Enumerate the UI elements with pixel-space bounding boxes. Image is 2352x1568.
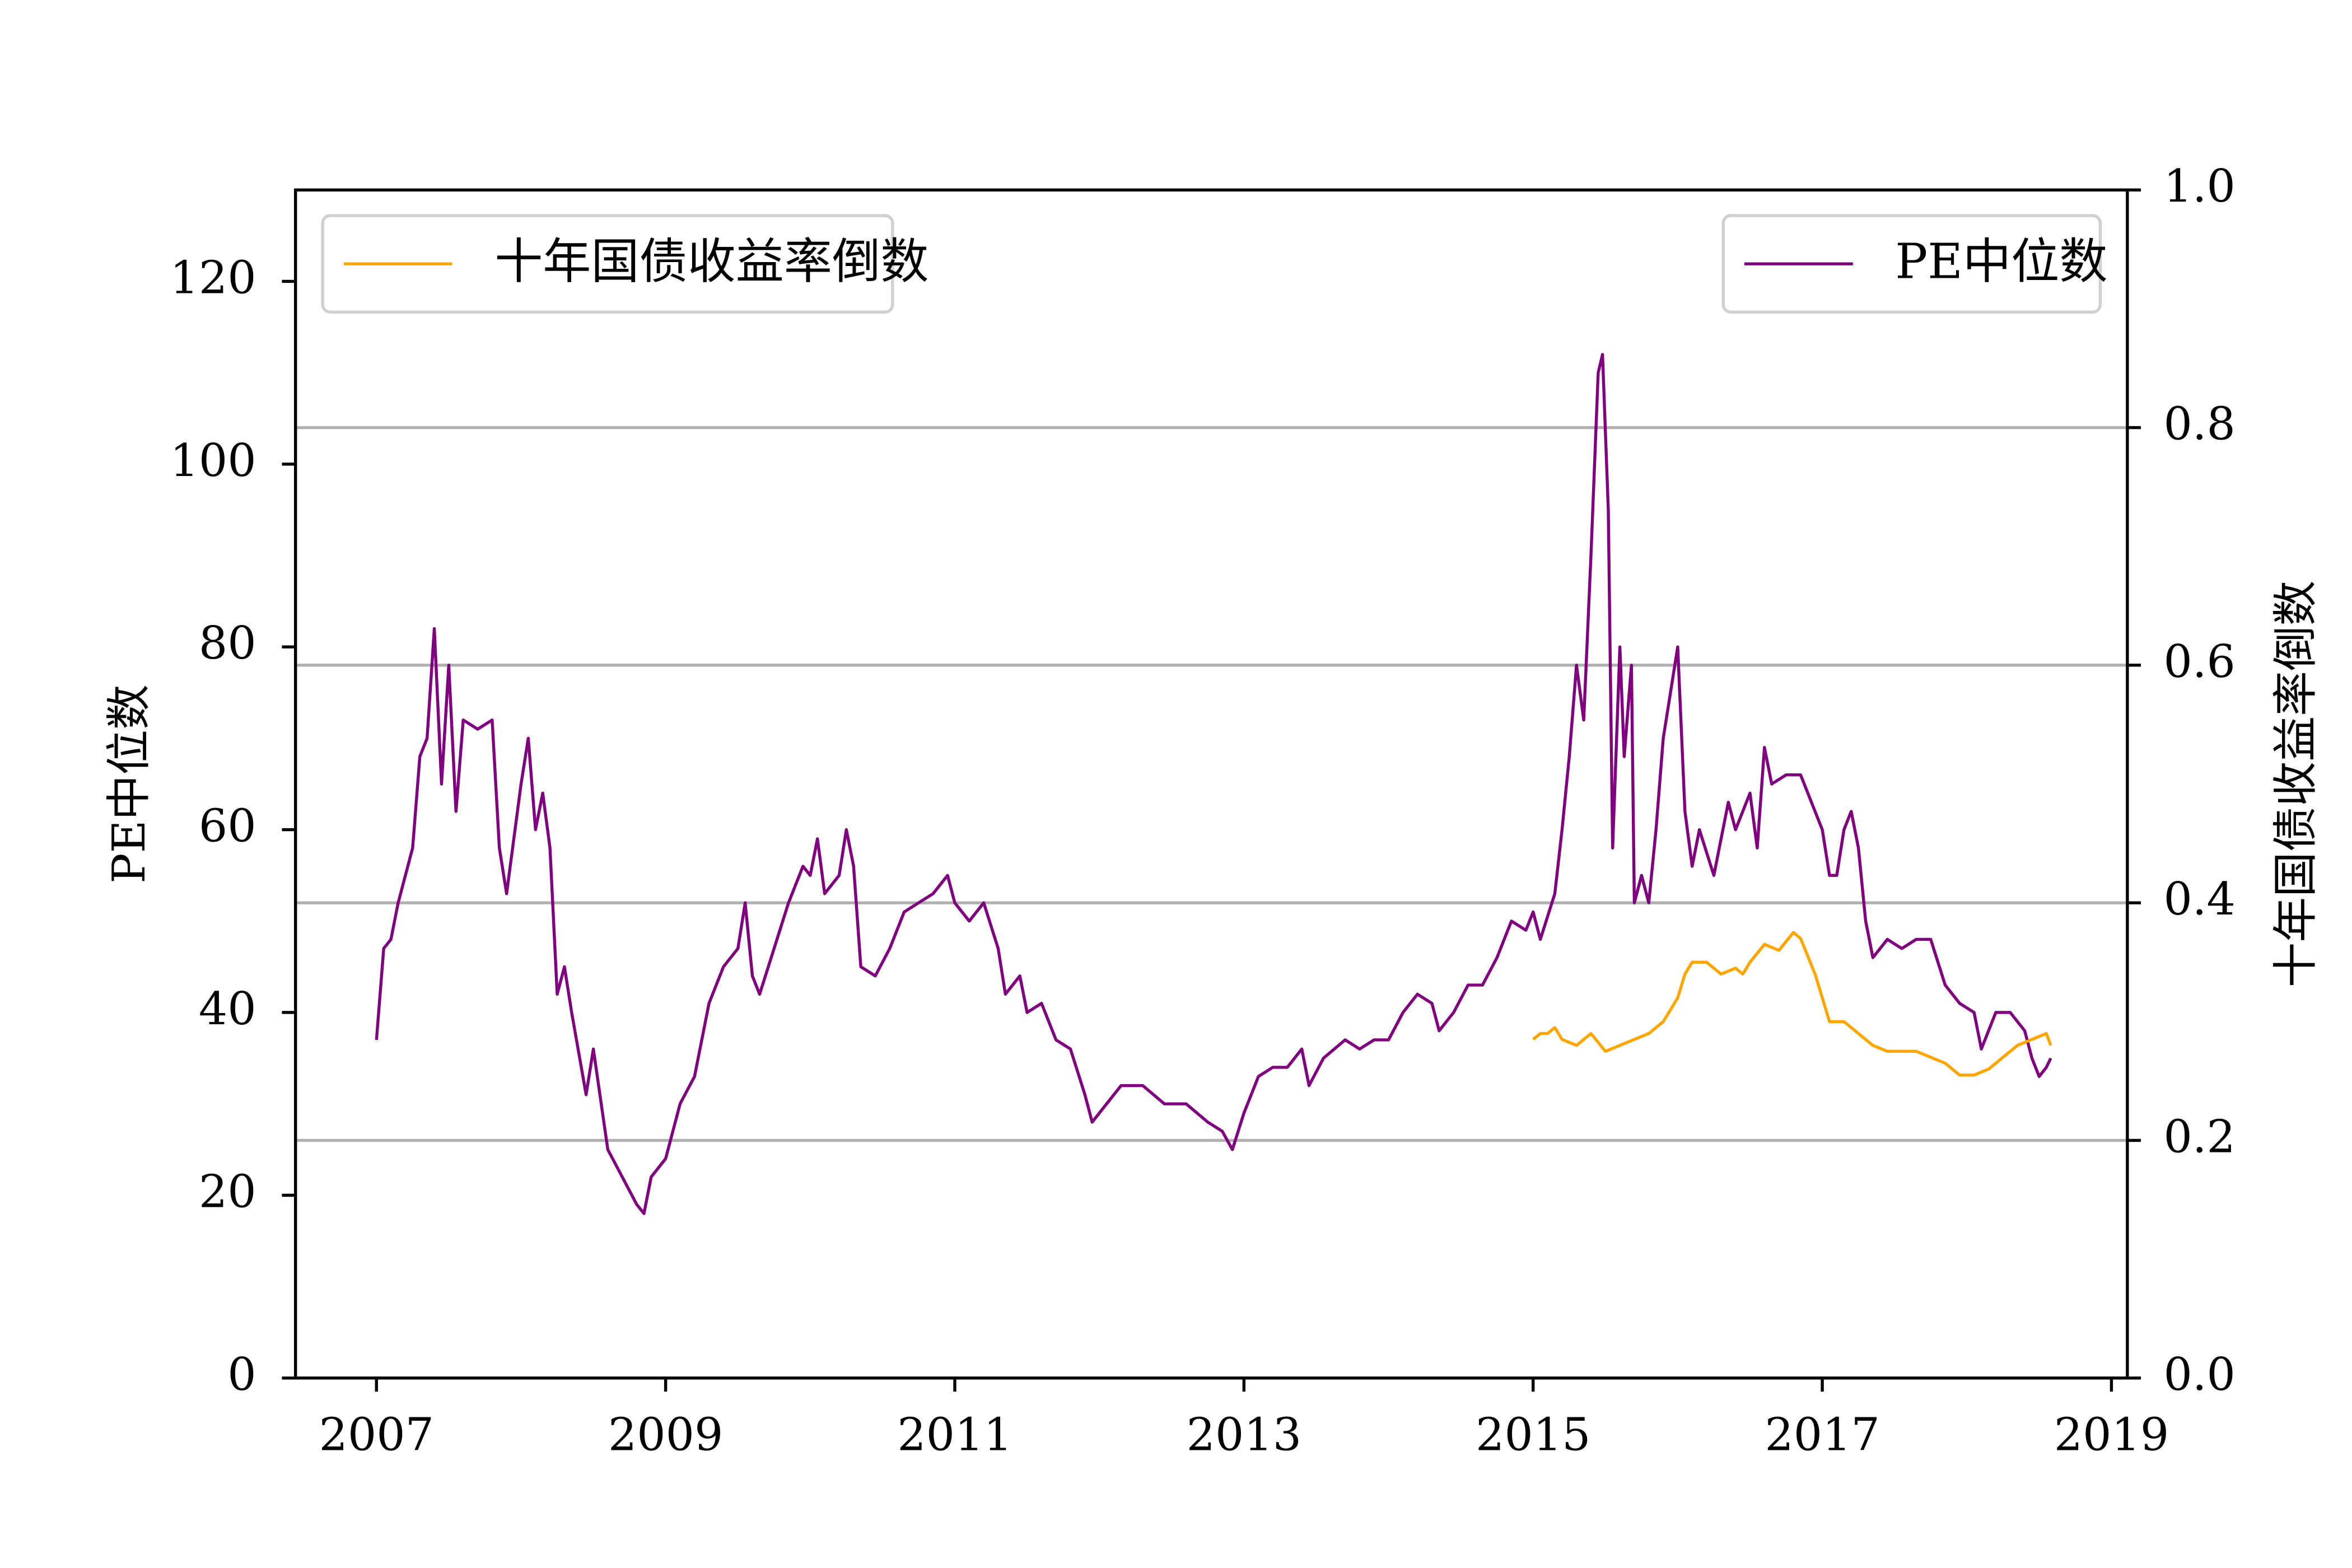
legend-label: PE中位数 — [1895, 234, 2107, 290]
y2-tick-label: 0.4 — [2163, 873, 2235, 926]
y2-tick-label: 1.0 — [2163, 160, 2235, 213]
x-tick-label: 2017 — [1765, 1408, 1880, 1461]
y-axis-label: PE中位数 — [103, 684, 156, 884]
data-line — [1532, 931, 2052, 1077]
x-tick-label: 2007 — [319, 1408, 435, 1461]
x-tick-label: 2019 — [2054, 1408, 2169, 1461]
data-line — [375, 353, 2052, 1215]
x-tick-label: 2011 — [897, 1408, 1012, 1461]
y-tick-label: 80 — [199, 617, 256, 670]
legend-label: 十年国债收益率倒数 — [494, 234, 928, 290]
legend-box — [321, 214, 894, 314]
y-tick-label: 0 — [227, 1348, 256, 1401]
y-tick-label: 20 — [199, 1165, 256, 1218]
y-tick-label: 40 — [199, 983, 256, 1035]
y2-tick-label: 0.2 — [2163, 1110, 2235, 1163]
x-tick-label: 2009 — [608, 1408, 724, 1461]
y-tick-label: 100 — [170, 435, 256, 487]
plot-frame — [294, 188, 2129, 1380]
x-tick-label: 2013 — [1187, 1408, 1302, 1461]
y2-tick-label: 0.8 — [2163, 398, 2235, 451]
y-tick-label: 60 — [199, 800, 256, 853]
legend-box — [1721, 214, 2102, 314]
x-tick-label: 2015 — [1476, 1408, 1591, 1461]
y2-tick-label: 0.6 — [2163, 636, 2235, 688]
y2-axis-label: 十年国债收益率倒数 — [2270, 581, 2322, 988]
y2-tick-label: 0.0 — [2163, 1348, 2235, 1401]
y-tick-label: 120 — [170, 251, 256, 304]
